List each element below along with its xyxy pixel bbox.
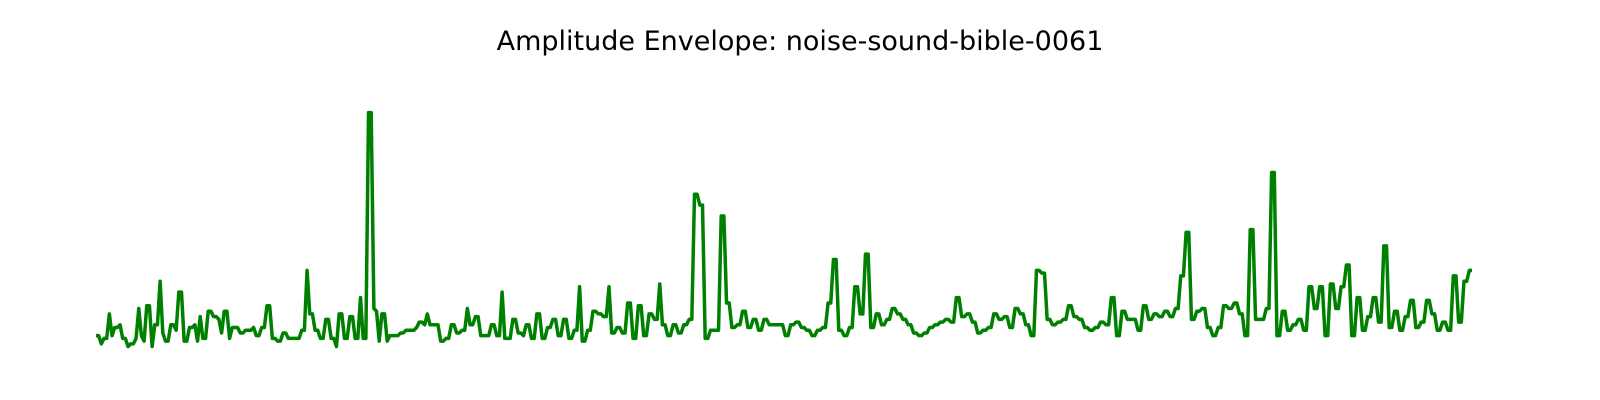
chart-title: Amplitude Envelope: noise-sound-bible-00… — [496, 26, 1104, 57]
plot-area — [96, 110, 1472, 349]
amplitude-envelope-line — [96, 110, 1472, 349]
